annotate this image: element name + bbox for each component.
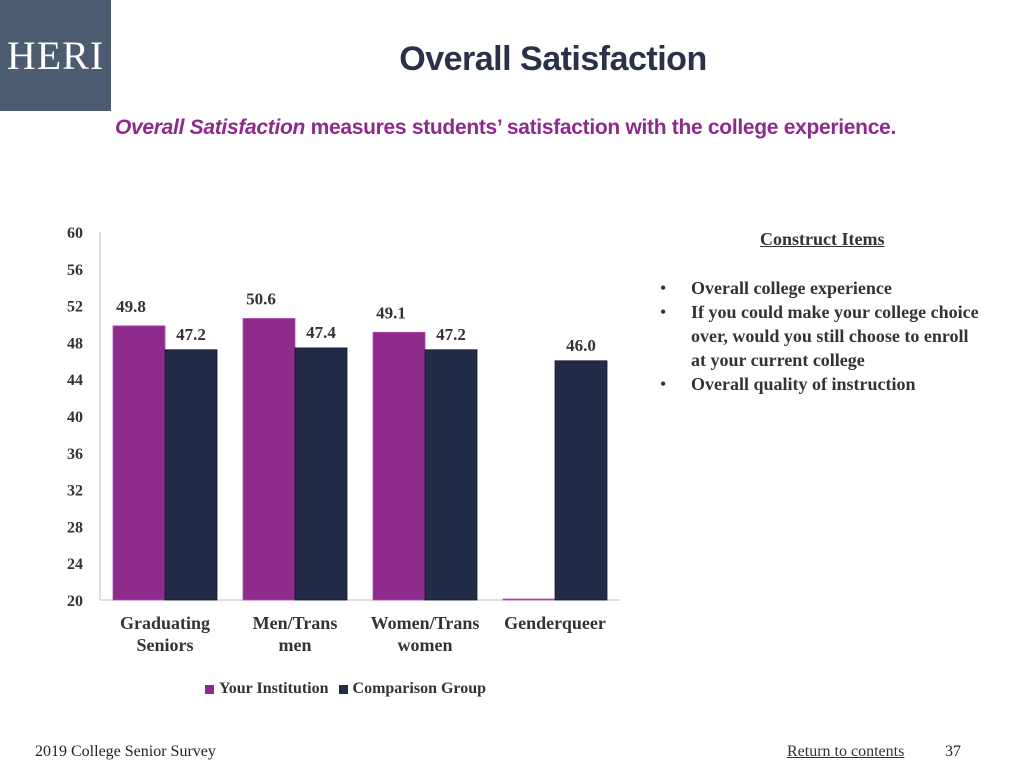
subtitle: Overall Satisfaction measures students’ … <box>115 116 1015 140</box>
bar-institution <box>502 598 556 601</box>
y-tick-label: 32 <box>67 483 83 500</box>
construct-item: If you could make your college choice ov… <box>660 300 980 372</box>
data-label: 49.8 <box>116 297 146 316</box>
return-to-contents-link[interactable]: Return to contents <box>787 743 905 760</box>
construct-items-list: Overall college experience If you could … <box>660 276 980 396</box>
construct-item: Overall quality of instruction <box>660 372 980 396</box>
y-tick-label: 44 <box>67 372 83 389</box>
x-tick-label: Men/Trans <box>253 613 338 633</box>
y-tick-label: 20 <box>67 593 83 610</box>
y-tick-label: 56 <box>67 262 83 279</box>
data-label: 47.4 <box>306 323 336 342</box>
x-tick-label: men <box>279 635 312 655</box>
construct-item: Overall college experience <box>660 276 980 300</box>
chart-legend: Your Institution Comparison Group <box>205 680 486 698</box>
heri-logo: HERI <box>0 0 111 111</box>
data-label: 47.2 <box>436 325 466 344</box>
y-tick-label: 48 <box>67 335 83 352</box>
legend-item-comparison: Comparison Group <box>338 680 487 698</box>
construct-items-heading: Construct Items <box>760 229 885 249</box>
bar-institution <box>242 318 296 601</box>
data-label: 49.1 <box>376 303 406 322</box>
page-title: Overall Satisfaction <box>399 40 707 78</box>
legend-swatch-comparison <box>338 684 348 694</box>
bar-chart: 20 24 28 32 36 40 44 48 52 56 60 49.8 47.2 Graduating… <box>67 225 620 655</box>
data-label: 46.0 <box>566 336 596 355</box>
subtitle-emphasis: Overall Satisfaction <box>115 116 306 139</box>
bar-institution <box>372 331 426 601</box>
data-label: 50.6 <box>246 289 276 308</box>
legend-item-institution: Your Institution <box>205 680 329 698</box>
x-tick-label: Seniors <box>136 635 193 655</box>
bar-comparison <box>164 349 218 601</box>
bar-comparison <box>294 347 348 601</box>
legend-swatch-institution <box>205 684 214 694</box>
x-tick-label: Genderqueer <box>504 613 606 633</box>
footer-survey-name: 2019 College Senior Survey <box>35 743 216 760</box>
legend-label-comparison: Comparison Group <box>352 680 487 697</box>
y-tick-label: 24 <box>67 556 83 573</box>
y-tick-label: 28 <box>67 519 83 536</box>
y-tick-label: 60 <box>67 225 83 242</box>
legend-label-institution: Your Institution <box>219 680 329 697</box>
y-tick-label: 36 <box>67 446 83 463</box>
x-tick-label: Women/Trans <box>371 613 480 633</box>
bar-comparison <box>554 360 608 601</box>
bar-institution <box>112 325 166 601</box>
subtitle-rest: measures students’ satisfaction with the… <box>305 116 897 139</box>
x-tick-label: Graduating <box>120 613 210 633</box>
data-label: 47.2 <box>176 325 206 344</box>
bar-comparison <box>424 349 478 601</box>
y-tick-label: 52 <box>67 299 83 316</box>
page-number: 37 <box>945 743 961 760</box>
y-tick-label: 40 <box>67 409 83 426</box>
x-tick-label: women <box>398 635 453 655</box>
